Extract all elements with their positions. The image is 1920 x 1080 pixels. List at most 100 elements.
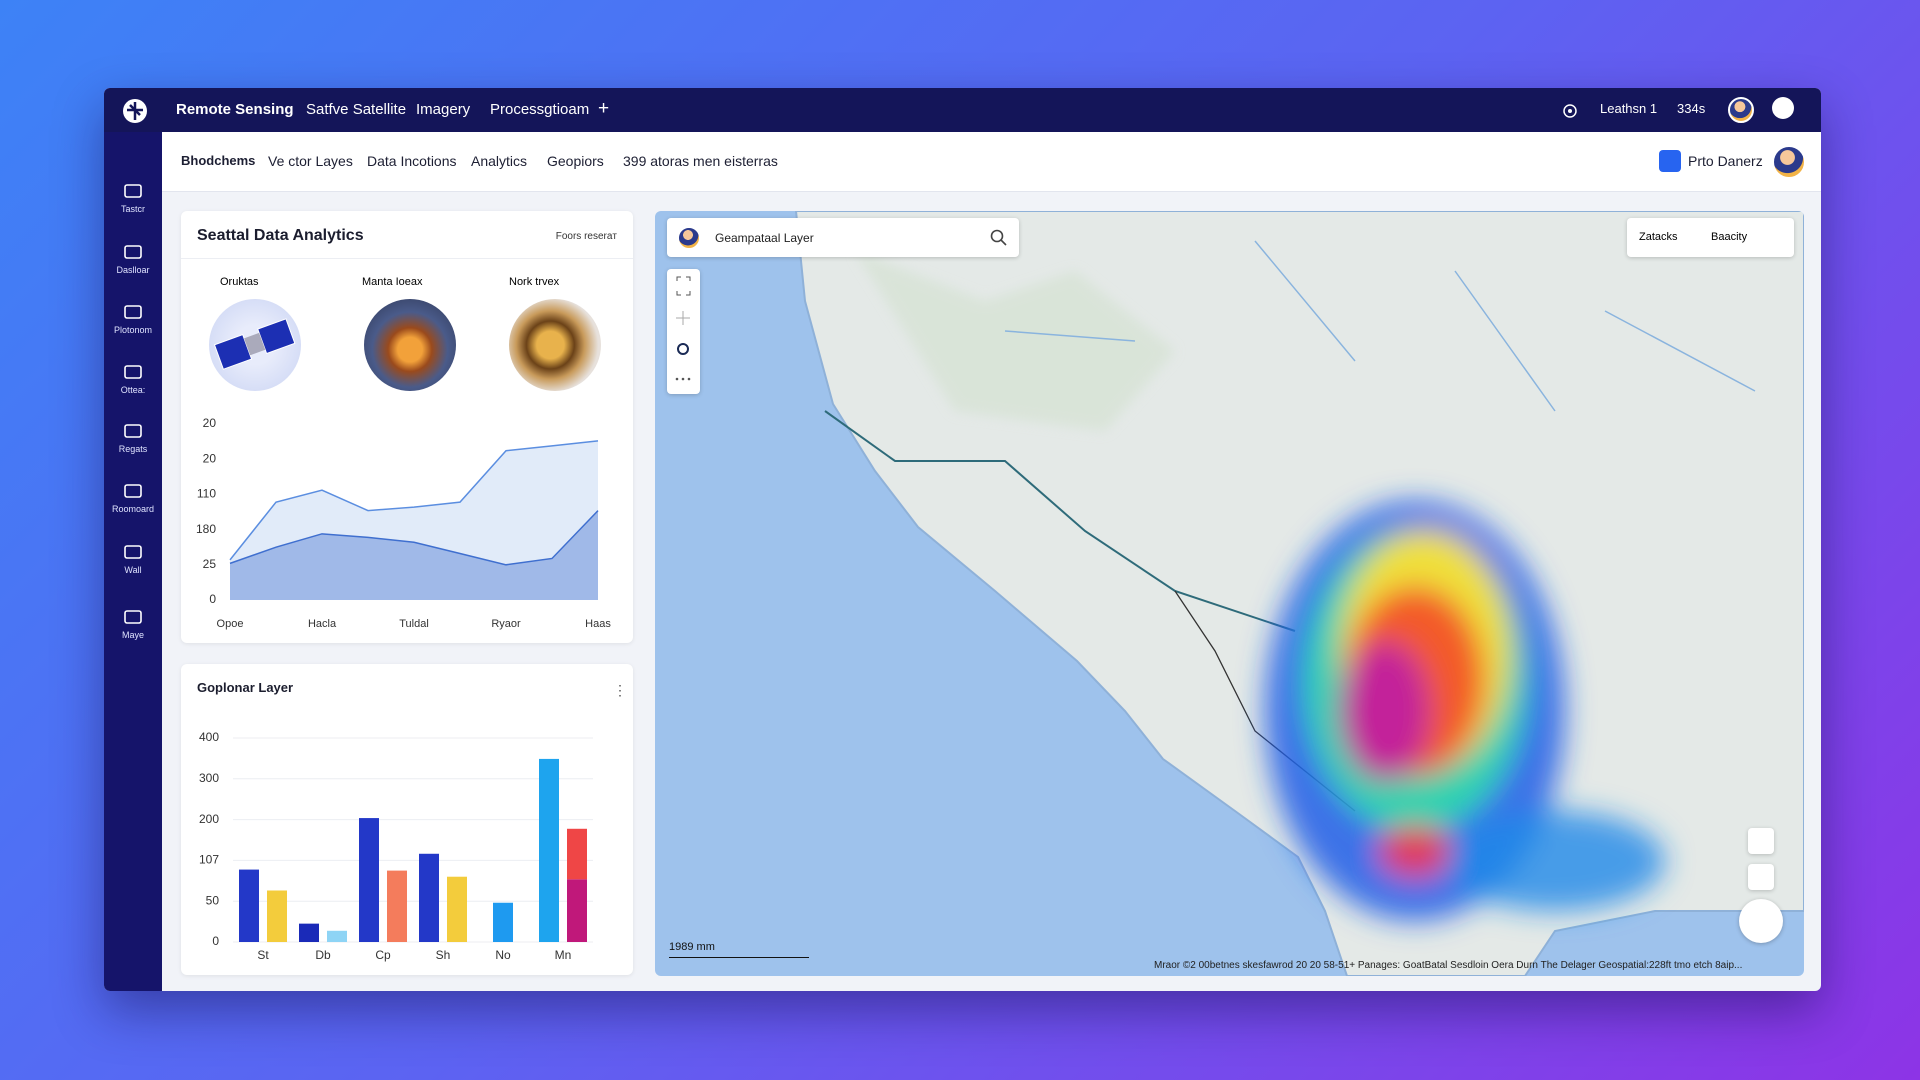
locate-button[interactable] (1739, 899, 1783, 943)
x-tick-label: Db (315, 948, 331, 962)
sidebar-icon (124, 184, 142, 198)
toolbar-tab[interactable]: Data Incotions (367, 153, 457, 169)
top-tab[interactable]: Imagery (416, 101, 471, 118)
area-chart: 0 25 180 110 20 20 Opoe Hacla Tuldal Ryaor Haas (196, 416, 611, 630)
avatar[interactable] (1728, 97, 1754, 123)
y-tick-label: 110 (197, 487, 216, 501)
bar-panel: Goplonar Layer ⋮ 0 50 107 200 300 400 St Db Cp Sh… (181, 664, 633, 975)
x-tick-label: Opoe (217, 618, 244, 630)
bar (327, 930, 347, 942)
panel-action[interactable]: Foors reseraт (555, 231, 617, 242)
search-icon[interactable] (990, 229, 1008, 247)
scale-bar (669, 957, 809, 958)
bar (359, 818, 379, 942)
user-label[interactable]: Leathsn 1 (1600, 101, 1658, 116)
sidebar-label: Roomoard (111, 504, 155, 514)
bar (267, 890, 287, 942)
zoom-controls[interactable] (667, 269, 700, 394)
sidebar-icon (124, 610, 142, 624)
map-button[interactable]: Zatacks (1639, 231, 1678, 243)
area-line (229, 440, 599, 561)
sidebar-item[interactable]: Wall (104, 543, 162, 575)
sidebar-item[interactable]: Ottea: (104, 363, 162, 395)
search-text: Geampataal Layer (715, 231, 814, 245)
satellite-thumb (209, 299, 301, 391)
app-window: Remote Sensing Satfve Satellite Imagery … (104, 88, 1821, 991)
edit-button[interactable] (1659, 150, 1681, 172)
x-tick-label: Haas (585, 618, 611, 630)
icon-shape (124, 184, 142, 198)
y-tick-label: 25 (203, 557, 217, 571)
meta-label[interactable]: 334s (1677, 101, 1706, 116)
toolbar-avatar[interactable] (1772, 145, 1806, 179)
bar (419, 853, 439, 942)
menu-button[interactable]: ⋮ (613, 682, 627, 698)
map-buttons: Zatacks Baacity (1627, 218, 1794, 257)
icon-shape (124, 610, 142, 624)
toolbar-user[interactable]: Prto Danerz (1688, 153, 1763, 169)
add-tab[interactable]: + (598, 98, 610, 119)
map-canvas (655, 211, 1804, 976)
y-tick-label: 50 (206, 893, 220, 907)
scale-label: 1989 mm (669, 941, 715, 953)
area-fill (230, 440, 598, 600)
bar (239, 869, 259, 942)
bar-chart: 0 50 107 200 300 400 St Db Cp Sh No Mn (199, 730, 593, 962)
top-tab[interactable]: Satfve Satellite (306, 101, 407, 118)
x-tick-label: St (257, 948, 269, 962)
map-search[interactable]: Geampataal Layer (667, 218, 1019, 257)
profile-icon[interactable] (1772, 97, 1794, 119)
x-tick-label: Ryaor (491, 618, 521, 630)
thumb-label: Manta Ioeax (362, 276, 423, 288)
layer-avatar (677, 226, 701, 250)
area-line (229, 510, 599, 566)
sidebar-icon (124, 245, 142, 259)
sidebar-icon (124, 424, 142, 438)
y-tick-label: 180 (196, 522, 216, 536)
sidebar-label: Plotonom (113, 325, 153, 335)
map: Geampataal Layer Zatacks Baacity 1989 mm… (655, 211, 1804, 976)
sidebar-item[interactable]: Roomoard (104, 482, 162, 514)
x-tick-label: Hacla (308, 618, 337, 630)
toolbar: Bhodchems Ve ctor Layes Data Incotions A… (162, 132, 1821, 192)
icon-shape (124, 484, 142, 498)
x-tick-label: Mn (555, 948, 572, 962)
bar (493, 902, 513, 942)
sidebar-label: Maye (121, 630, 144, 640)
toolbar-tab[interactable]: Bhodchems (181, 153, 256, 168)
sidebar-item[interactable]: Tastcr (104, 182, 162, 214)
bar (387, 870, 407, 942)
x-tick-label: Sh (436, 948, 451, 962)
logo (123, 99, 147, 123)
toolbar-tab[interactable]: Ve ctor Layes (268, 153, 353, 169)
sidebar-label: Wall (124, 565, 142, 575)
y-tick-label: 200 (199, 812, 219, 826)
sidebar-icon (124, 305, 142, 319)
toolbar-tab[interactable]: Geopiors (547, 153, 604, 169)
x-tick-label: No (495, 948, 511, 962)
icon-shape (124, 545, 142, 559)
sidebar-item[interactable]: Regats (104, 422, 162, 454)
sidebar-item[interactable]: Daslloar (104, 243, 162, 275)
x-tick-label: Cp (375, 948, 391, 962)
sidebar-item[interactable]: Plotonom (104, 303, 162, 335)
attribution: Mraor ©2 00betnes skesfawrod 20 20 58-51… (1154, 960, 1743, 971)
bar (567, 828, 587, 880)
icon-shape (124, 424, 142, 438)
north-button[interactable] (1748, 828, 1774, 854)
area-fill (230, 510, 598, 600)
map-button[interactable]: Baacity (1711, 231, 1748, 243)
settings-icon[interactable] (1562, 103, 1578, 119)
bar (567, 879, 587, 942)
sidebar-icon (124, 365, 142, 379)
toolbar-tab[interactable]: 399 atoras men eisterras (623, 153, 778, 169)
app-title: Remote Sensing (176, 101, 294, 118)
sidebar-item[interactable]: Maye (104, 608, 162, 640)
toolbar-tab[interactable]: Analytics (471, 153, 528, 169)
top-tab[interactable]: Processgtioam (490, 101, 590, 118)
y-tick-label: 0 (212, 934, 219, 948)
y-tick-label: 400 (199, 730, 219, 744)
rock-thumb (509, 299, 601, 391)
terrain-thumb (364, 299, 456, 391)
expand-button[interactable] (1748, 864, 1774, 890)
